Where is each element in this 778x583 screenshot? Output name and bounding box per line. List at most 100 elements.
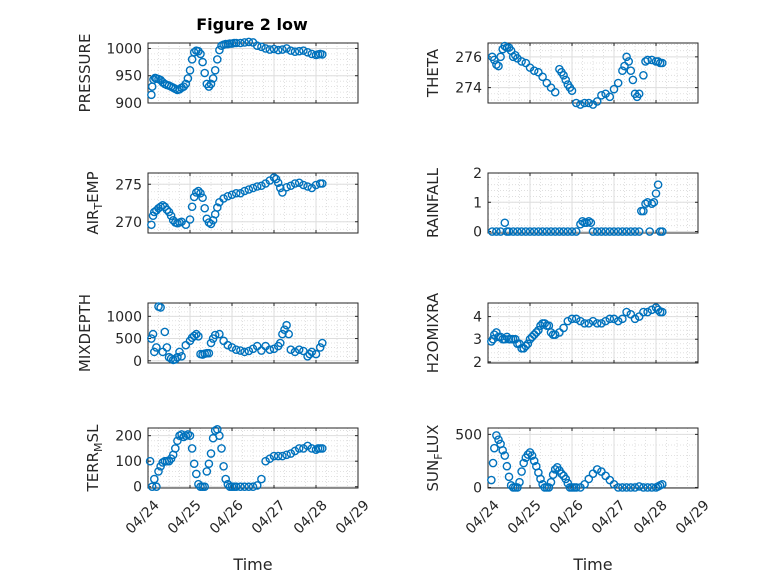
data-point [200, 203, 209, 213]
data-point [236, 482, 245, 492]
data-point [160, 327, 170, 337]
data-point [217, 444, 226, 453]
data-point [624, 57, 634, 66]
data-point [576, 100, 585, 109]
subplot-rainfall: 0 1 2 RAINFALL [424, 166, 699, 241]
data-point [592, 319, 602, 328]
data-point [303, 441, 312, 451]
data-point [653, 180, 663, 190]
data-point [290, 179, 300, 188]
data-point [557, 469, 566, 478]
data-point [269, 451, 279, 461]
y-tick-label: 270 [115, 215, 142, 231]
data-point [647, 199, 657, 209]
data-point [634, 89, 644, 99]
data-point [618, 314, 627, 324]
data-point [208, 74, 218, 83]
data-point [185, 65, 195, 75]
data-point [567, 86, 577, 95]
data-point [200, 68, 209, 78]
data-point [622, 52, 631, 62]
data-point [555, 227, 564, 236]
data-point [286, 345, 296, 354]
axes-box [147, 172, 359, 234]
data-point [212, 55, 222, 64]
data-point [519, 458, 529, 468]
data-point [563, 227, 573, 236]
data-point [653, 305, 663, 315]
data-point [236, 188, 245, 198]
data-point [148, 329, 158, 339]
data-point [196, 49, 205, 59]
data-point [215, 329, 224, 339]
data-point [303, 182, 312, 191]
data-point [212, 203, 222, 212]
data-point [191, 329, 201, 339]
data-point [252, 41, 262, 51]
data-point [219, 194, 228, 203]
data-point [563, 316, 573, 326]
data-point [588, 227, 598, 236]
data-point [630, 483, 640, 492]
data-point [488, 458, 498, 468]
data-point [236, 38, 245, 48]
data-point [145, 456, 155, 466]
data-point [152, 343, 161, 352]
y-tick-label: 1000 [106, 309, 142, 325]
data-point [521, 58, 531, 68]
data-point [546, 227, 556, 236]
data-point [257, 474, 266, 484]
data-point [492, 227, 501, 236]
data-point [269, 344, 279, 354]
data-point [492, 328, 501, 337]
data-point [639, 483, 648, 492]
y-tick-label: 0 [473, 225, 482, 241]
data-point [206, 449, 216, 458]
data-point [154, 467, 163, 476]
data-point [173, 436, 182, 446]
data-point [658, 58, 667, 68]
data-point [592, 227, 602, 236]
data-point [252, 182, 262, 191]
data-point [504, 227, 514, 236]
data-point [634, 312, 644, 321]
data-point [177, 430, 186, 439]
data-point [647, 305, 657, 315]
data-point [534, 67, 543, 77]
data-point [317, 179, 327, 188]
data-point [540, 319, 550, 328]
data-point [542, 227, 552, 236]
data-point [282, 450, 291, 460]
axes-box [147, 42, 359, 104]
data-point [571, 227, 581, 236]
data-point [294, 444, 304, 453]
data-point [147, 220, 156, 230]
data-point [649, 197, 659, 207]
data-point [189, 459, 199, 469]
data-point [189, 192, 199, 202]
data-point [571, 483, 581, 492]
data-point [529, 227, 539, 236]
data-point [527, 332, 537, 342]
data-point [231, 482, 241, 492]
data-point [191, 188, 201, 197]
data-point [187, 202, 197, 212]
data-point [191, 469, 201, 479]
data-point [204, 459, 214, 469]
data-point [496, 52, 505, 62]
y-tick-label: 900 [115, 96, 142, 112]
y-axis-label: SUNFLUX [424, 425, 445, 492]
data-point [286, 449, 296, 458]
data-point [162, 205, 172, 215]
data-point [519, 343, 529, 353]
data-point [294, 46, 304, 56]
data-point [149, 474, 159, 484]
data-point [534, 227, 543, 236]
data-point [532, 328, 541, 337]
data-point [261, 456, 270, 466]
data-point [658, 479, 667, 489]
data-point [196, 188, 205, 198]
data-point [183, 74, 193, 83]
data-point [584, 319, 594, 328]
